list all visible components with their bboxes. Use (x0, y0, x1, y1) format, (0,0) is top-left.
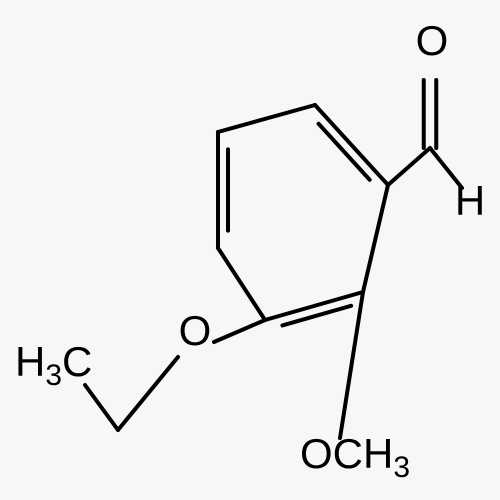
atom-label-OCH3: OCH3 (300, 430, 410, 484)
atom-label-O_left: O (179, 307, 212, 354)
atom-label-O_top: O (416, 17, 449, 64)
molecule-diagram: O H O OCH3 H3C (0, 0, 500, 500)
atom-label-H3C: H3C (15, 338, 92, 392)
atom-label-H_right: H (455, 177, 485, 224)
